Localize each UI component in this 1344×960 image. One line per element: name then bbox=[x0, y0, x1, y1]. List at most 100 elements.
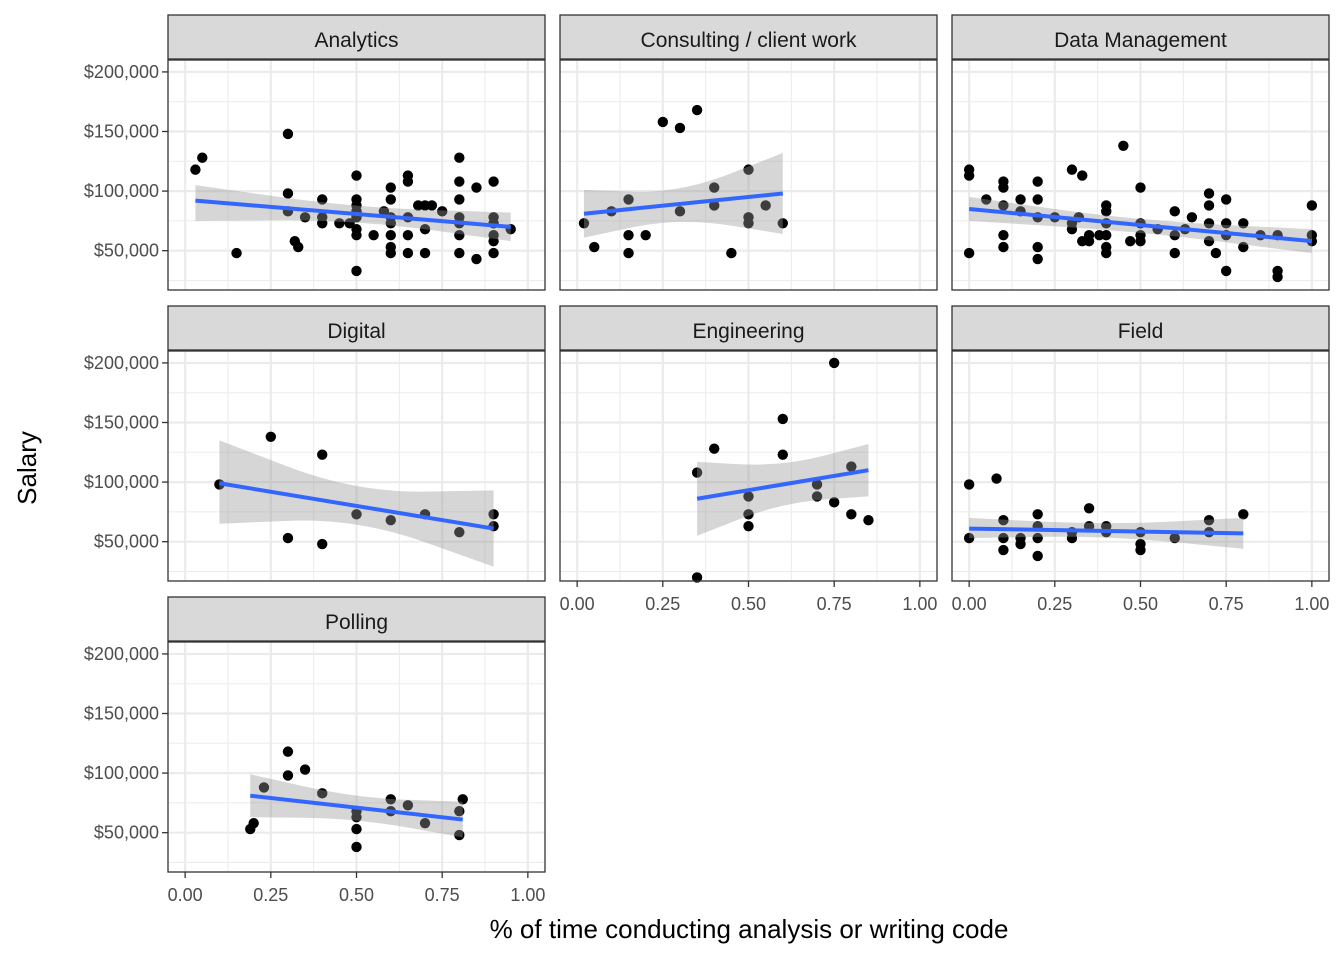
facet-strip-label: Engineering bbox=[692, 320, 804, 343]
facet-strip-label: Digital bbox=[327, 320, 385, 343]
data-point bbox=[1118, 140, 1129, 152]
data-point bbox=[1125, 235, 1136, 247]
data-point bbox=[488, 235, 499, 247]
data-point bbox=[385, 182, 396, 193]
data-point bbox=[317, 788, 328, 799]
data-point bbox=[1238, 218, 1249, 229]
y-tick-label: $50,000 bbox=[94, 241, 159, 261]
data-point bbox=[282, 746, 294, 757]
data-point bbox=[1203, 188, 1215, 199]
data-point bbox=[282, 188, 294, 199]
data-point bbox=[1101, 206, 1112, 217]
fit-line bbox=[250, 793, 463, 822]
facet-panel: Digital bbox=[167, 305, 546, 582]
data-point bbox=[282, 770, 294, 781]
x-tick-label: 0.00 bbox=[168, 885, 203, 905]
data-point bbox=[299, 764, 311, 775]
data-point bbox=[1169, 532, 1180, 544]
data-point bbox=[248, 817, 259, 829]
y-tick-label: $100,000 bbox=[84, 472, 159, 492]
data-point bbox=[691, 572, 703, 583]
data-point bbox=[378, 206, 390, 217]
data-point bbox=[385, 794, 396, 805]
x-tick-label: 0.75 bbox=[1209, 594, 1244, 614]
data-point bbox=[726, 247, 737, 259]
fit-line bbox=[969, 526, 1244, 536]
data-point bbox=[777, 413, 788, 425]
facet-strip-label: Field bbox=[1118, 320, 1164, 343]
data-point bbox=[777, 449, 788, 460]
y-tick-label: $200,000 bbox=[84, 62, 159, 82]
facet-strip bbox=[559, 305, 938, 351]
facet-strip bbox=[951, 14, 1330, 60]
data-point bbox=[623, 194, 634, 205]
data-point bbox=[1032, 509, 1043, 520]
data-point bbox=[777, 218, 788, 229]
data-point bbox=[1203, 200, 1215, 211]
data-point bbox=[1306, 200, 1318, 211]
data-point bbox=[998, 182, 1009, 193]
data-point bbox=[691, 104, 703, 116]
x-tick-label: 0.75 bbox=[425, 885, 460, 905]
data-point bbox=[578, 218, 590, 229]
fit-line bbox=[195, 198, 511, 229]
data-point bbox=[454, 152, 465, 163]
data-point bbox=[351, 841, 362, 853]
panel-border bbox=[167, 350, 546, 582]
facet-panel: Engineering bbox=[559, 305, 938, 583]
data-point bbox=[351, 811, 362, 823]
data-point bbox=[1210, 247, 1222, 259]
data-point bbox=[1101, 520, 1112, 532]
data-point bbox=[1135, 544, 1146, 556]
y-tick-label: $100,000 bbox=[84, 181, 159, 201]
facet-panel: Polling bbox=[167, 596, 546, 873]
facet-strip-label: Data Management bbox=[1054, 29, 1227, 52]
data-point bbox=[1101, 247, 1112, 259]
facet-strip-label: Polling bbox=[325, 611, 388, 634]
data-point bbox=[1203, 235, 1215, 247]
data-point bbox=[351, 509, 362, 520]
data-point bbox=[419, 817, 431, 829]
x-tick-label: 1.00 bbox=[510, 885, 545, 905]
x-tick-label: 0.25 bbox=[253, 885, 288, 905]
data-point bbox=[828, 497, 840, 508]
facet-panel: Consulting / client work bbox=[559, 14, 938, 291]
data-point bbox=[998, 229, 1009, 241]
data-point bbox=[1186, 212, 1198, 223]
data-point bbox=[351, 229, 362, 241]
data-point bbox=[828, 357, 840, 369]
data-point bbox=[457, 794, 468, 805]
data-point bbox=[623, 247, 634, 259]
data-point bbox=[1203, 515, 1215, 526]
data-point bbox=[1032, 253, 1043, 265]
data-point bbox=[344, 218, 355, 229]
data-point bbox=[1169, 206, 1180, 217]
data-point bbox=[265, 431, 277, 443]
data-point bbox=[743, 491, 754, 502]
facet-strip bbox=[951, 305, 1330, 351]
data-point bbox=[811, 479, 823, 490]
x-tick-label: 0.00 bbox=[560, 594, 595, 614]
data-point bbox=[1032, 176, 1043, 187]
data-point bbox=[454, 247, 465, 259]
x-tick-label: 0.50 bbox=[339, 885, 374, 905]
data-point bbox=[709, 200, 720, 211]
y-tick-label: $150,000 bbox=[84, 704, 159, 724]
data-point bbox=[998, 200, 1009, 211]
data-point bbox=[334, 218, 345, 229]
data-point bbox=[640, 229, 651, 241]
panel-border bbox=[559, 59, 938, 291]
facet-panel: Data Management bbox=[951, 14, 1330, 291]
y-axis-title: Salary bbox=[12, 431, 42, 505]
x-tick-label: 0.50 bbox=[1123, 594, 1158, 614]
data-point bbox=[454, 806, 465, 817]
data-point bbox=[998, 515, 1009, 526]
y-tick-label: $150,000 bbox=[84, 122, 159, 142]
x-tick-label: 0.50 bbox=[731, 594, 766, 614]
data-point bbox=[436, 206, 448, 217]
data-point bbox=[488, 176, 499, 187]
panels-layer: Analytics Consulting / client work Data Ma… bbox=[167, 14, 1330, 873]
data-point bbox=[1066, 224, 1078, 235]
data-point bbox=[1220, 265, 1232, 277]
x-tick-label: 1.00 bbox=[902, 594, 937, 614]
